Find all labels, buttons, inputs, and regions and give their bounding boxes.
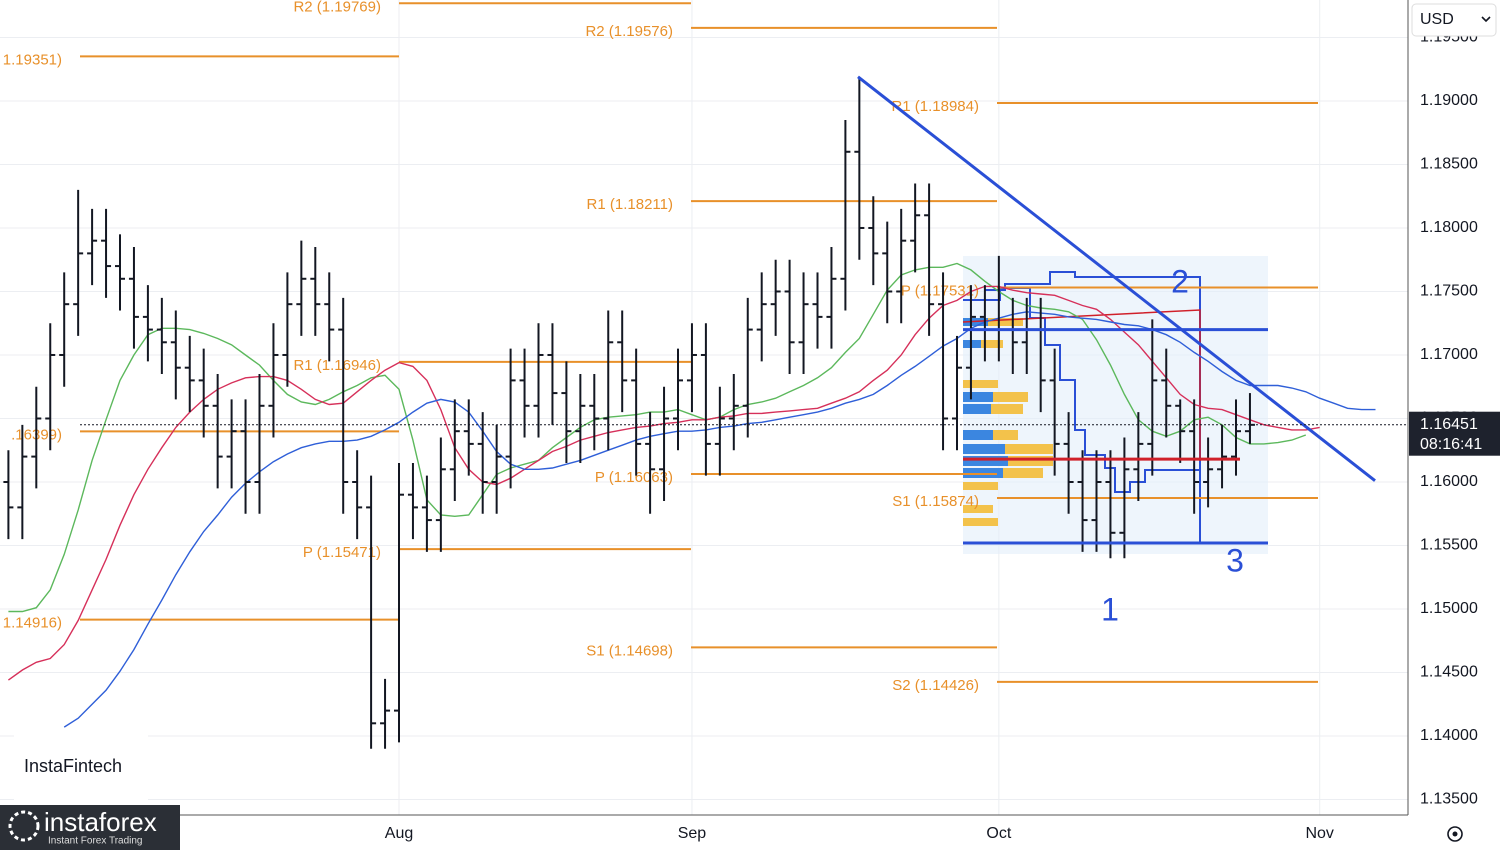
ohlc-bars xyxy=(3,78,1255,749)
badge: InstaFintech xyxy=(24,756,122,776)
annotations: 1 2 3 xyxy=(80,75,1408,627)
pivot-label: P (1.17531) xyxy=(901,283,979,300)
y-tick-label: 1.18000 xyxy=(1420,219,1478,236)
last-price-label: 1.16451 xyxy=(1420,416,1478,433)
tagline: Instant Forex Trading xyxy=(48,836,143,847)
settings-icon-dot xyxy=(1452,831,1458,837)
pivot-label: R2 (1.19769) xyxy=(293,0,381,15)
countdown: 08:16:41 xyxy=(1420,436,1482,453)
wave-label: 3 xyxy=(1226,542,1244,578)
y-tick-label: 1.17500 xyxy=(1420,283,1478,300)
y-tick-label: 1.16000 xyxy=(1420,473,1478,490)
x-tick-label: Aug xyxy=(385,825,413,842)
settings-icon[interactable] xyxy=(1447,826,1463,842)
step-line xyxy=(963,287,1200,493)
y-tick-label: 1.14000 xyxy=(1420,727,1478,744)
y-tick-label: 1.13500 xyxy=(1420,791,1478,808)
volume-profile xyxy=(962,256,1268,554)
pivots: 1.19351).16399)1.14916)R2 (1.19769)R1 (1… xyxy=(3,0,1318,694)
y-tick-label: 1.15000 xyxy=(1420,600,1478,617)
red-box xyxy=(962,309,1201,461)
badge-bg xyxy=(14,730,148,802)
logo-icon xyxy=(8,810,40,842)
pivot-label: S1 (1.14698) xyxy=(586,642,673,659)
pivot-label: 1.14916) xyxy=(3,615,62,632)
x-tick-label: Nov xyxy=(1305,825,1333,842)
y-tick-label: 1.15500 xyxy=(1420,537,1478,554)
y-tick-label: 1.14500 xyxy=(1420,664,1478,681)
drawn-line xyxy=(857,75,1376,482)
dropdown-arrow[interactable] xyxy=(1481,16,1491,23)
wave-label: 2 xyxy=(1171,263,1189,299)
pivot-label: S2 (1.14426) xyxy=(892,677,979,694)
last-price-box xyxy=(1409,411,1500,456)
y-tick-label: 1.18500 xyxy=(1420,156,1478,173)
currency[interactable]: USD xyxy=(1420,11,1454,28)
pivot-label: 1.19351) xyxy=(3,51,62,68)
currency-select[interactable] xyxy=(1411,3,1497,37)
logo: instaforex xyxy=(44,807,157,837)
pivot-label: R1 (1.18984) xyxy=(891,98,979,115)
pivot-label: S1 (1.15874) xyxy=(892,493,979,510)
time-axis-bg xyxy=(0,815,1500,850)
wave-label: 1 xyxy=(1101,591,1119,627)
pivot-label: R2 (1.19576) xyxy=(585,23,673,40)
pivot-label: R1 (1.18211) xyxy=(587,196,673,213)
y-tick-label: 1.19000 xyxy=(1420,92,1478,109)
y-tick-label: 1.17000 xyxy=(1420,346,1478,363)
axes: 1.13500 1.14000 1.14500 1.15000 1.15500 1.160… xyxy=(385,29,1478,843)
pivot-label: P (1.15471) xyxy=(303,544,381,561)
x-tick-label: Sep xyxy=(678,825,707,842)
x-tick-label: Oct xyxy=(986,825,1011,842)
pivot-label: R1 (1.16946) xyxy=(293,357,381,374)
pivot-label: P (1.16063) xyxy=(595,469,673,486)
